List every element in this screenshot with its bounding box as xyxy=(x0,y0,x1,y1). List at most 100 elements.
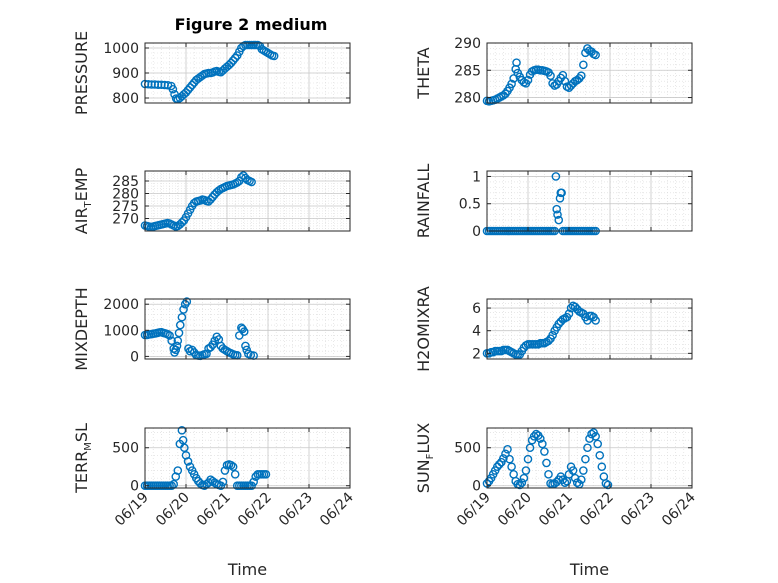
y-tick-label: 290 xyxy=(454,36,481,52)
data-point xyxy=(261,470,271,479)
data-point xyxy=(548,330,557,340)
data-point xyxy=(555,193,565,203)
data-point xyxy=(177,218,187,227)
data-point xyxy=(182,297,192,306)
data-point xyxy=(165,331,174,340)
data-point xyxy=(553,210,562,219)
x-tick-label: 06/19 xyxy=(112,490,152,530)
y-tick-label: 500 xyxy=(454,441,481,457)
data-point xyxy=(577,71,586,81)
data-point xyxy=(568,466,578,475)
data-point xyxy=(177,312,187,322)
axes-frame xyxy=(144,427,351,489)
data-point xyxy=(226,58,236,68)
axes-frame xyxy=(486,170,693,232)
data-point xyxy=(232,178,242,187)
y-axis-label: THETA xyxy=(414,47,433,99)
data-point xyxy=(517,478,527,487)
data-point xyxy=(179,305,188,314)
data-point xyxy=(220,466,230,475)
y-tick-label: 900 xyxy=(112,66,139,82)
data-point xyxy=(230,470,240,479)
y-tick-label: 4 xyxy=(472,324,481,340)
axes-frame xyxy=(486,42,693,104)
x-tick-label: 06/24 xyxy=(317,489,357,529)
y-tick-label: 800 xyxy=(112,91,139,107)
data-point xyxy=(168,84,178,94)
data-point xyxy=(218,477,228,487)
y-tick-label: 0 xyxy=(472,224,481,240)
data-point xyxy=(521,466,531,475)
y-tick-label: 2 xyxy=(472,346,481,362)
data-point xyxy=(172,341,182,351)
data-point xyxy=(591,432,600,441)
data-point xyxy=(560,76,570,86)
data-point xyxy=(577,475,586,484)
x-tick-label: 06/19 xyxy=(454,490,494,530)
data-point xyxy=(226,460,236,470)
y-axis-label: PRESSURE xyxy=(72,31,91,115)
data-point xyxy=(501,449,510,459)
y-axis-label: MIXDEPTH xyxy=(72,287,91,370)
data-point xyxy=(183,85,193,95)
data-point xyxy=(241,341,250,351)
data-point xyxy=(507,79,516,89)
data-point xyxy=(183,457,193,466)
axes-frame xyxy=(486,298,693,360)
data-point xyxy=(512,58,521,67)
data-point xyxy=(581,48,590,58)
data-point xyxy=(175,320,185,330)
y-axis-label: AIRTEMP xyxy=(72,167,94,234)
y-tick-label: 1000 xyxy=(103,323,139,339)
data-point xyxy=(494,460,504,469)
data-point xyxy=(509,74,518,83)
x-tick-label: 06/20 xyxy=(153,490,193,530)
y-tick-label: 285 xyxy=(112,174,139,190)
y-axis-label: RAINFALL xyxy=(414,164,433,239)
data-point xyxy=(507,462,516,472)
data-point xyxy=(595,451,605,460)
y-tick-label: 0 xyxy=(472,479,481,495)
axes-frame xyxy=(144,298,351,360)
data-point xyxy=(591,50,600,60)
axes-frame xyxy=(144,170,351,232)
y-tick-label: 6 xyxy=(472,301,481,317)
data-point xyxy=(557,188,566,198)
x-axis-label: Time xyxy=(227,560,267,579)
data-point xyxy=(523,75,533,85)
x-tick-label: 06/20 xyxy=(495,490,535,530)
data-point xyxy=(601,479,611,488)
data-point xyxy=(515,480,525,490)
data-point xyxy=(177,425,187,435)
data-point xyxy=(171,345,181,355)
data-point xyxy=(552,204,562,214)
y-axis-label: TERRMSL xyxy=(72,423,94,494)
data-point xyxy=(499,454,508,463)
data-point xyxy=(202,349,211,359)
data-point xyxy=(538,439,547,449)
data-point xyxy=(519,473,529,483)
y-tick-label: 1 xyxy=(472,169,481,185)
x-tick-label: 06/23 xyxy=(276,490,316,530)
data-point xyxy=(546,71,555,81)
data-point xyxy=(230,53,240,63)
subplot-6: 2 4 6 H2OMIXRA xyxy=(414,286,693,372)
x-tick-label: 06/22 xyxy=(235,490,275,530)
y-tick-label: 1000 xyxy=(103,41,139,57)
data-point xyxy=(579,466,588,475)
data-point xyxy=(242,345,251,355)
subplot-2: 280 285 290 THETA xyxy=(414,36,693,107)
data-point xyxy=(173,466,183,475)
data-point xyxy=(579,60,588,70)
x-tick-label: 06/23 xyxy=(618,490,658,530)
x-tick-label: 06/22 xyxy=(577,490,617,530)
y-tick-label: 280 xyxy=(454,91,481,107)
data-point xyxy=(185,83,195,92)
data-point xyxy=(603,480,613,490)
data-point xyxy=(581,454,590,464)
data-point xyxy=(544,336,553,346)
y-tick-label: 0 xyxy=(130,349,139,365)
data-point xyxy=(167,336,176,346)
